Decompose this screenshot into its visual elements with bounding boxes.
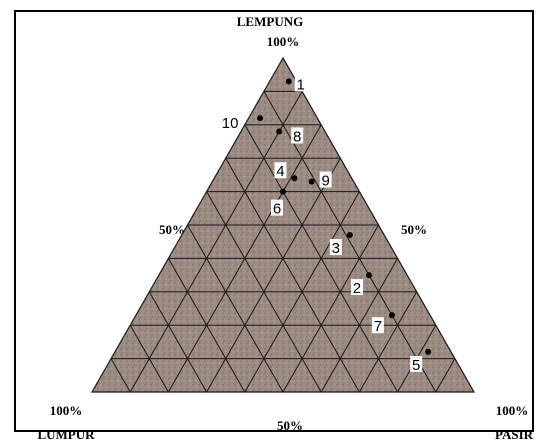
sample-point-9 xyxy=(308,178,315,185)
sample-point-1 xyxy=(285,78,292,85)
percent-right-mid: 50% xyxy=(401,222,427,237)
percent-bottom-left: 100% xyxy=(50,403,83,418)
sample-label-5: 5 xyxy=(412,357,420,374)
sample-label-bg-7 xyxy=(371,317,384,334)
sample-label-7: 7 xyxy=(374,318,382,335)
sample-points: 1 10 8 4 9 6 3 2 7 5 xyxy=(220,75,432,374)
sample-point-4 xyxy=(291,175,298,182)
sample-point-5 xyxy=(425,348,432,355)
sample-label-4: 4 xyxy=(276,163,284,180)
sample-point-8 xyxy=(276,128,283,135)
grid-line-pasir xyxy=(435,358,456,393)
sample-point-10 xyxy=(257,115,264,122)
percent-bottom-mid: 50% xyxy=(277,418,303,433)
sample-point-7 xyxy=(388,312,395,319)
grid-line-lumpur xyxy=(148,291,208,393)
sample-point-6 xyxy=(280,188,286,195)
apex-label-left: LUMPUR xyxy=(37,427,95,442)
grid-line-pasir xyxy=(282,224,379,393)
sample-label-bg-1 xyxy=(294,75,307,92)
grid-line-lumpur xyxy=(110,358,131,393)
sample-label-10: 10 xyxy=(222,115,239,132)
sample-label-bg-2 xyxy=(350,279,363,296)
sample-label-6: 6 xyxy=(273,201,281,218)
grid-line-pasir xyxy=(358,291,418,393)
percent-bottom-right: 100% xyxy=(496,403,529,418)
sample-point-2 xyxy=(365,272,372,279)
sample-point-3 xyxy=(346,232,353,239)
grid-line-pasir xyxy=(129,91,303,393)
grid-line-pasir xyxy=(206,157,341,393)
sample-label-bg-9 xyxy=(319,171,332,188)
grid-lines xyxy=(110,90,456,393)
sample-label-1: 1 xyxy=(297,76,305,93)
sample-label-bg-8 xyxy=(291,127,304,144)
percent-left-mid: 50% xyxy=(159,222,185,237)
sample-label-8: 8 xyxy=(293,128,301,145)
sample-label-bg-3 xyxy=(329,239,342,256)
sample-label-9: 9 xyxy=(321,173,329,190)
sample-label-2: 2 xyxy=(353,280,361,297)
percent-top: 100% xyxy=(267,34,300,49)
grid-line-lumpur xyxy=(225,157,360,393)
sample-label-bg-4 xyxy=(274,162,287,179)
sample-label-3: 3 xyxy=(332,240,340,257)
grid-line-lumpur xyxy=(129,324,169,393)
apex-label-right: PASIR xyxy=(495,427,534,442)
sample-label-bg-10 xyxy=(220,114,241,131)
grid-line-lumpur xyxy=(167,258,246,393)
apex-label-top: LEMPUNG xyxy=(237,14,303,29)
sample-label-bg-5 xyxy=(410,355,423,372)
sample-label-bg-6 xyxy=(271,199,283,216)
grid-line-pasir xyxy=(320,258,399,393)
grid-line-lumpur xyxy=(187,224,284,393)
